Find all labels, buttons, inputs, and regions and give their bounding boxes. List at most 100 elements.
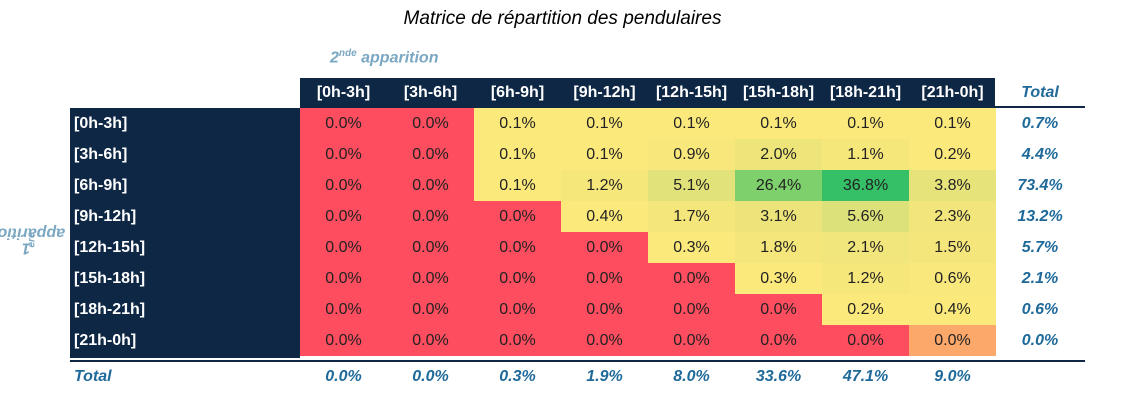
heatmap-cell: 1.7% [648,201,735,232]
heatmap-cell: 0.0% [387,232,474,263]
heatmap-cell: 0.0% [561,263,648,294]
heatmap-cell: 0.0% [300,108,387,139]
column-header: [15h-18h] [742,84,815,101]
heatmap-cell: 0.2% [909,139,996,170]
heatmap-cell: 3.1% [735,201,822,232]
row-total: 0.0% [1021,332,1059,349]
row-header: [3h-6h] [74,146,128,163]
row-total: 0.6% [1021,301,1059,318]
heatmap-cell: 0.0% [735,325,822,356]
heatmap-cell: 0.0% [387,170,474,201]
heatmap-cell: 0.0% [735,294,822,325]
heatmap-cell: 26.4% [735,170,822,201]
row-header: [9h-12h] [74,208,137,225]
column-total: 47.1% [842,368,889,385]
heatmap-cell: 0.1% [561,139,648,170]
heatmap-cell: 0.0% [909,325,996,356]
heatmap-cell: 0.0% [474,201,561,232]
heatmap-cell: 0.0% [822,325,909,356]
heatmap-cell: 0.2% [822,294,909,325]
heatmap-cell: 0.1% [735,108,822,139]
heatmap-cell: 0.4% [909,294,996,325]
heatmap-cell: 2.1% [822,232,909,263]
heatmap-cell: 0.0% [387,263,474,294]
heatmap-cell: 1.8% [735,232,822,263]
heatmap-cell: 0.0% [561,232,648,263]
heatmap-cell: 0.0% [561,294,648,325]
heatmap-cell: 0.9% [648,139,735,170]
heatmap-cell: 0.0% [300,139,387,170]
column-header: [9h-12h] [573,84,636,101]
column-total: 8.0% [673,368,710,385]
heatmap-cell: 0.4% [561,201,648,232]
row-header: [15h-18h] [74,270,146,287]
heatmap-cell: 1.1% [822,139,909,170]
heatmap-cell: 0.0% [387,294,474,325]
heatmap-cell: 0.0% [387,139,474,170]
heatmap-cell: 0.0% [300,201,387,232]
heatmap-cell: 0.6% [909,263,996,294]
heatmap-cell: 0.1% [474,170,561,201]
column-total: 9.0% [934,368,971,385]
heatmap-cell: 0.1% [822,108,909,139]
column-total: 33.6% [755,368,802,385]
column-header: [12h-15h] [655,84,728,101]
column-axis-label: 2nde apparition [330,48,439,67]
heatmap-cell: 0.0% [648,263,735,294]
column-header: [0h-3h] [316,84,371,101]
heatmap-cell: 5.1% [648,170,735,201]
heatmap-cell: 3.8% [909,170,996,201]
heatmap-cell: 0.1% [474,108,561,139]
heatmap-cell: 0.0% [648,325,735,356]
heatmap-cell: 0.0% [474,263,561,294]
row-header-band [70,108,300,358]
column-header: [3h-6h] [403,84,458,101]
row-header: [0h-3h] [74,115,128,132]
heatmap-cell: 1.5% [909,232,996,263]
heatmap-cell: 0.0% [474,325,561,356]
heatmap-cell: 0.0% [300,325,387,356]
row-total: 2.1% [1021,270,1059,287]
heatmap-cell: 0.1% [561,108,648,139]
heatmap-cell: 1.2% [561,170,648,201]
row-total: 0.7% [1021,115,1059,132]
column-total: 0.0% [325,368,362,385]
heatmap-cell: 0.1% [474,139,561,170]
column-total: 0.0% [412,368,449,385]
column-header-band [300,78,995,108]
heatmap-cell: 0.0% [387,325,474,356]
heatmap-cell: 0.0% [300,263,387,294]
column-total: 1.9% [586,368,623,385]
column-header: [6h-9h] [490,84,545,101]
heatmap-cell: 0.0% [300,170,387,201]
heatmap-cell: 2.0% [735,139,822,170]
total-row-divider [70,360,1085,362]
heatmap-cell: 0.3% [648,232,735,263]
row-header: [21h-0h] [74,332,137,349]
heatmap-cell: 5.6% [822,201,909,232]
heatmap-cell: 0.0% [474,232,561,263]
heatmap-cell: 36.8% [822,170,909,201]
heatmap-cell: 0.0% [387,201,474,232]
total-row-label: Total [74,368,112,385]
heatmap-cell: 1.2% [822,263,909,294]
heatmap-cell: 0.1% [909,108,996,139]
column-header: [18h-21h] [829,84,902,101]
heatmap-cell: 0.0% [648,294,735,325]
row-header: [18h-21h] [74,301,146,318]
heatmap-cell: 0.0% [387,108,474,139]
heatmap-cell: 0.0% [300,294,387,325]
row-total: 13.2% [1017,208,1063,225]
row-header: [12h-15h] [74,239,146,256]
row-total: 4.4% [1021,146,1059,163]
chart-title: Matrice de répartition des pendulaires [403,8,722,29]
total-column-header: Total [995,80,1085,108]
heatmap-cell: 0.0% [561,325,648,356]
row-total: 5.7% [1021,239,1059,256]
heatmap-cell: 0.0% [300,232,387,263]
row-total: 73.4% [1017,177,1063,194]
heatmap-cell: 0.1% [648,108,735,139]
heatmap-cell: 0.0% [474,294,561,325]
heatmap-cell: 0.3% [735,263,822,294]
row-header: [6h-9h] [74,177,128,194]
